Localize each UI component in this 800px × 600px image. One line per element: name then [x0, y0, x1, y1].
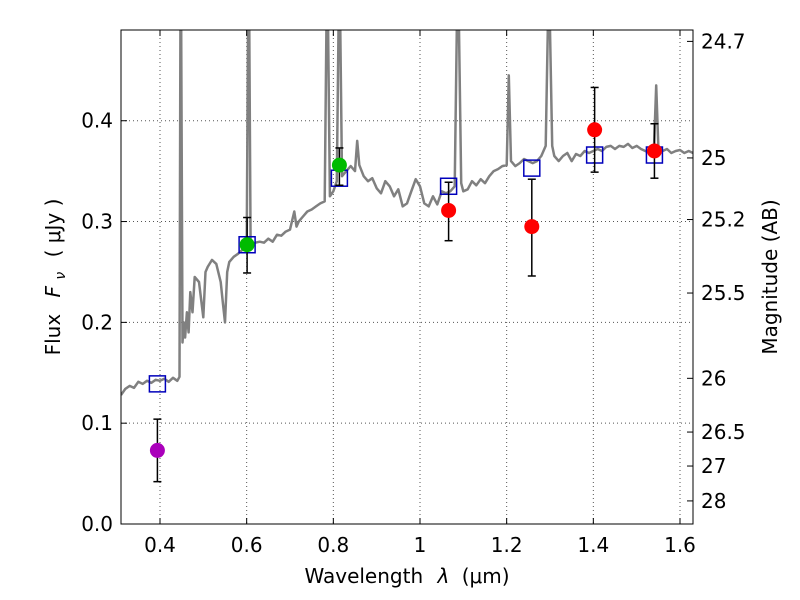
y2-axis-title: Magnitude (AB): [758, 199, 782, 354]
x-axis-symbol: λ: [437, 564, 450, 588]
flux-point: [239, 237, 255, 253]
y2-tick-label: 28: [701, 489, 726, 513]
y2-tick-label: 25: [701, 146, 726, 170]
x-tick-label: 1.2: [491, 533, 523, 557]
flux-point: [149, 442, 165, 458]
flux-point: [587, 122, 603, 138]
y-axis-subscript: ν: [53, 272, 69, 280]
y2-tick-label: 25.2: [701, 208, 746, 232]
flux-point: [331, 157, 347, 173]
y-axis-symbol: F: [41, 285, 65, 297]
model-square: [148, 375, 167, 393]
y2-tick-label: 26.5: [701, 420, 746, 444]
plot-frame: [120, 29, 694, 525]
axis-ticks: 0.4 0.6 0.8 1 1.2 1.4 1.6 0.0 0.1 0.2 0.3 0.4 24.7 25…: [81, 29, 745, 557]
y-axis-unit: ( μJy ): [41, 199, 65, 258]
photometry-markers: [148, 86, 664, 483]
x-tick-label: 1.4: [577, 533, 609, 557]
y2-tick-label: 27: [701, 454, 726, 478]
y-tick-label: 0.0: [81, 512, 113, 536]
template-spectrum-line: [121, 30, 693, 396]
y2-tick-label: 26: [701, 366, 726, 390]
x-axis-title: Wavelength λ (μm): [304, 564, 509, 588]
x-tick-label: 0.6: [231, 533, 263, 557]
y-tick-label: 0.2: [81, 310, 113, 334]
x-tick-label: 0.4: [144, 533, 176, 557]
flux-point: [646, 143, 662, 159]
y-tick-label: 0.4: [81, 109, 113, 133]
y2-tick-label: 24.7: [701, 29, 746, 53]
template-spectrum: [121, 30, 693, 396]
model-square: [523, 159, 541, 177]
flux-point: [441, 202, 457, 218]
x-tick-label: 0.8: [317, 533, 349, 557]
y2-tick-label: 25.5: [701, 281, 746, 305]
y-tick-label: 0.3: [81, 210, 113, 234]
x-axis-unit: (μm): [462, 564, 510, 588]
flux-point: [524, 219, 540, 235]
grid: [121, 30, 693, 524]
x-tick-label: 1: [414, 533, 427, 557]
x-axis-label: Wavelength: [304, 564, 423, 588]
y-axis-title: Flux F ν ( μJy ): [41, 199, 70, 356]
x-tick-label: 1.6: [664, 533, 696, 557]
y-axis-label: Flux: [41, 314, 65, 356]
y-tick-label: 0.1: [81, 411, 113, 435]
